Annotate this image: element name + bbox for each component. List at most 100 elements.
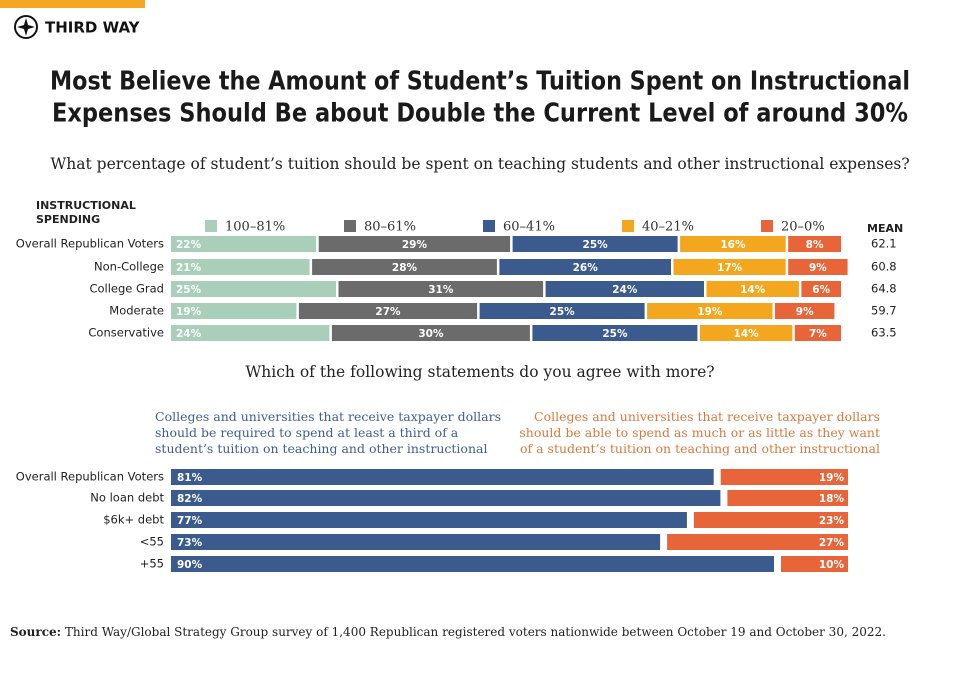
legend-note: Colleges and universities that receive t…: [155, 409, 501, 459]
bar-segment: [667, 534, 848, 550]
y-axis-label: INSTRUCTIONAL SPENDING: [36, 199, 136, 226]
value-label: 30%: [418, 328, 444, 340]
legend-swatch: [483, 220, 495, 232]
legend-label: 80–61%: [364, 220, 416, 235]
bar-segment: [338, 281, 544, 297]
value-label: 14%: [734, 328, 760, 340]
value-label: 25%: [550, 306, 576, 318]
value-label: 73%: [177, 537, 203, 549]
value-label: 29%: [402, 239, 428, 251]
legend-label: 20–0%: [781, 220, 825, 235]
category-label: Moderate: [109, 304, 164, 318]
value-label: 10%: [819, 559, 845, 571]
mean-header: MEAN: [867, 222, 903, 235]
value-label: 23%: [819, 515, 845, 527]
value-label: 6%: [812, 284, 830, 296]
note-box: Colleges and universities that receive t…: [519, 409, 880, 459]
bar-segment: [532, 325, 698, 341]
legend-swatch: [344, 220, 356, 232]
top-bar: [0, 0, 145, 8]
value-label: 9%: [809, 262, 827, 274]
ylabel-box: INSTRUCTIONAL SPENDING: [36, 199, 136, 226]
bar-segment: [781, 556, 848, 572]
bar-segment: [680, 236, 786, 252]
value-label: 31%: [428, 284, 454, 296]
value-label: 77%: [177, 515, 203, 527]
value-label: 8%: [806, 239, 824, 251]
legend-note: Colleges and universities that receive t…: [519, 409, 880, 459]
source-label: Source:: [10, 625, 61, 639]
value-label: 27%: [819, 537, 845, 549]
bar-segment: [171, 281, 336, 297]
value-label: 25%: [583, 239, 609, 251]
category-label: <55: [140, 535, 164, 549]
source: Source: Third Way/Global Strategy Group …: [10, 625, 886, 639]
logo-icon: [14, 15, 38, 39]
value-label: 28%: [392, 262, 418, 274]
value-label: 7%: [809, 328, 827, 340]
question: Which of the following statements do you…: [245, 363, 714, 381]
bar-segment: [788, 236, 841, 252]
category-label: Conservative: [88, 326, 164, 340]
mean-value: 62.1: [871, 237, 897, 251]
mean-value: 63.5: [871, 326, 897, 340]
bar-segment: [788, 259, 848, 275]
category-label: +55: [140, 557, 164, 571]
bar-segment: [318, 236, 511, 252]
title-line: Most Believe the Amount of Student’s Tui…: [50, 67, 910, 97]
value-label: 17%: [717, 262, 743, 274]
bar-segment: [171, 534, 661, 550]
bar-segment: [706, 281, 799, 297]
value-label: 25%: [602, 328, 628, 340]
bar-segment: [171, 259, 310, 275]
category-label: Overall Republican Voters: [16, 237, 164, 251]
bar-segment: [171, 556, 774, 572]
question: What percentage of student’s tuition sho…: [50, 155, 909, 173]
bar-segment: [312, 259, 497, 275]
category-label: Overall Republican Voters: [16, 470, 164, 484]
value-label: 90%: [177, 559, 203, 571]
category-label: Non-College: [94, 260, 164, 274]
bar-segment: [479, 303, 645, 319]
bar-segment: [171, 325, 330, 341]
source-text: Third Way/Global Strategy Group survey o…: [65, 625, 886, 639]
bar-segment: [298, 303, 478, 319]
legend-label: 100–81%: [225, 220, 285, 235]
legend-swatch: [205, 220, 217, 232]
bar-segment: [499, 259, 671, 275]
bar-segment: [512, 236, 678, 252]
bar-segment: [794, 325, 841, 341]
mean-value: 60.8: [871, 260, 897, 274]
value-label: 18%: [819, 493, 845, 505]
category-label: College Grad: [89, 282, 164, 296]
bar-segment: [647, 303, 773, 319]
bar-segment: [545, 281, 704, 297]
mean-value: 64.8: [871, 282, 897, 296]
value-label: 82%: [177, 493, 203, 505]
bar-segment: [331, 325, 530, 341]
logo-text: THIRD WAY: [45, 19, 141, 37]
value-label: 25%: [176, 284, 202, 296]
value-label: 16%: [720, 239, 746, 251]
legend-swatch: [761, 220, 773, 232]
value-label: 14%: [740, 284, 766, 296]
value-label: 22%: [176, 239, 202, 251]
value-label: 24%: [176, 328, 202, 340]
value-label: 27%: [375, 306, 401, 318]
category-label: No loan debt: [90, 491, 164, 505]
value-label: 19%: [819, 472, 845, 484]
bar-segment: [699, 325, 793, 341]
bar-segment: [171, 303, 297, 319]
value-label: 19%: [176, 306, 202, 318]
value-label: 24%: [612, 284, 638, 296]
bar-segment: [171, 512, 687, 528]
mean-value: 59.7: [871, 304, 897, 318]
bar-segment: [171, 490, 721, 506]
bar-segment: [673, 259, 786, 275]
value-label: 26%: [573, 262, 599, 274]
bar-segment: [171, 469, 714, 485]
bar-segment: [801, 281, 841, 297]
value-label: 19%: [697, 306, 723, 318]
